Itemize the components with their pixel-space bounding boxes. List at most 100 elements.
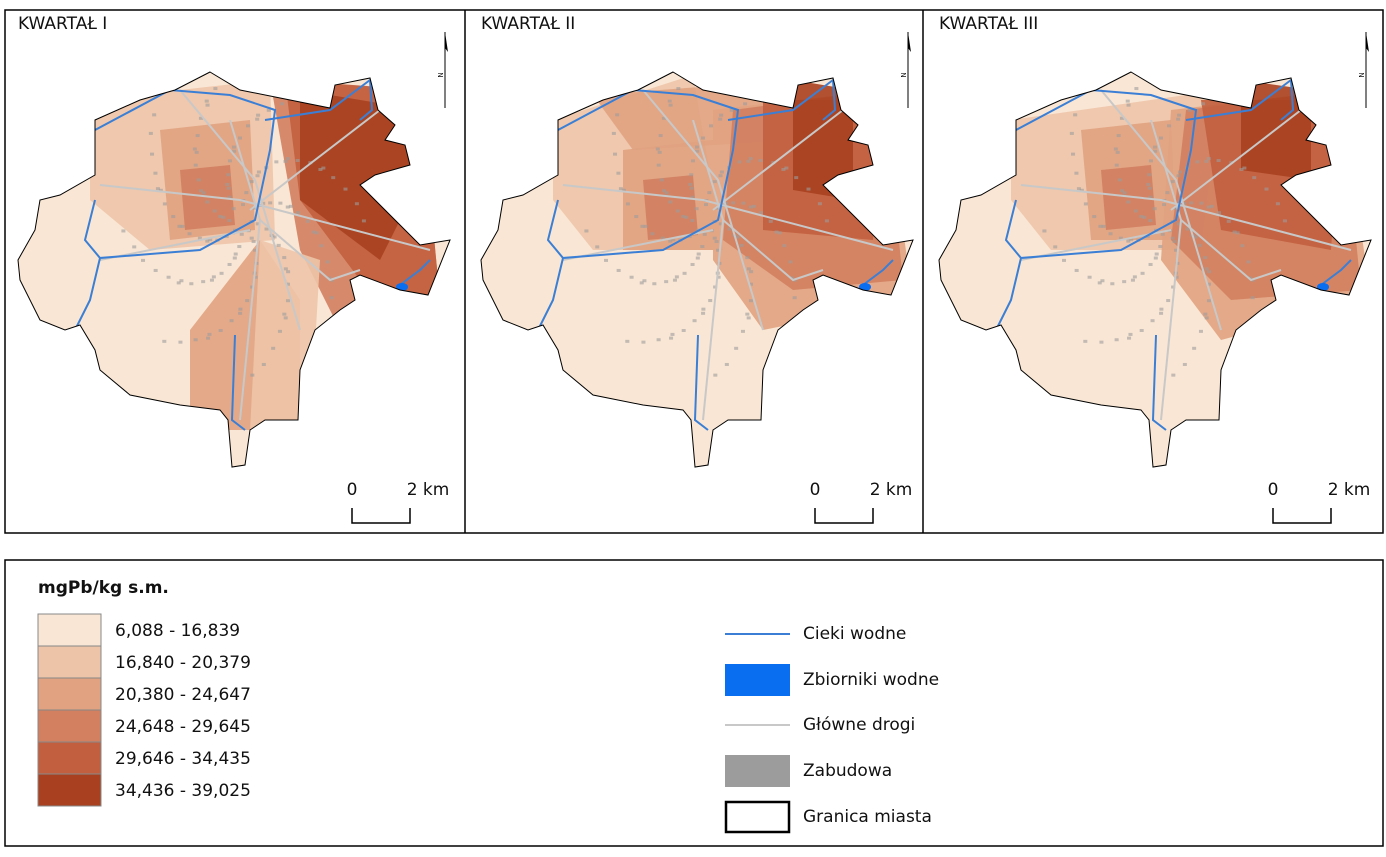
built-up: [285, 157, 290, 161]
built-up: [221, 215, 226, 219]
built-up: [1204, 267, 1209, 271]
built-up: [1113, 147, 1118, 151]
built-up: [177, 224, 182, 228]
built-up: [746, 316, 751, 320]
built-up: [141, 258, 146, 262]
built-up: [713, 285, 718, 289]
built-up: [731, 201, 736, 205]
built-up: [1235, 231, 1240, 235]
built-up: [1069, 131, 1074, 135]
built-up: [740, 329, 745, 333]
main-road: [179, 89, 301, 331]
legend-frame: [4, 559, 1384, 847]
built-up: [1158, 245, 1163, 249]
built-up: [1177, 170, 1182, 174]
built-up: [198, 116, 203, 120]
built-up: [1114, 163, 1119, 167]
built-up: [1174, 248, 1179, 252]
built-up: [695, 149, 700, 153]
map-panel: KWARTAŁ II N 0 2 km: [480, 14, 914, 524]
built-up: [1116, 134, 1121, 138]
maps-frame: [4, 9, 1384, 534]
built-up: [171, 215, 176, 219]
north-arrow-head: [908, 32, 911, 52]
panel-title: KWARTAŁ III: [939, 14, 1038, 34]
built-up: [318, 167, 323, 171]
built-up: [1062, 258, 1067, 262]
built-up: [1160, 232, 1165, 236]
built-up: [1204, 159, 1209, 163]
main-road: [1020, 184, 1352, 251]
built-up: [737, 160, 742, 164]
built-up: [662, 189, 667, 193]
built-up: [806, 187, 811, 191]
built-up: [238, 311, 243, 315]
built-up: [712, 236, 717, 240]
class-label: 6,088 - 16,839: [115, 621, 240, 641]
built-up: [686, 72, 691, 75]
built-up: [1174, 275, 1179, 279]
built-up: [1204, 316, 1209, 320]
built-up: [1192, 346, 1197, 350]
built-up: [241, 203, 246, 207]
built-up: [664, 280, 669, 284]
built-up: [1122, 280, 1127, 284]
built-up: [681, 214, 686, 218]
built-up: [719, 113, 724, 117]
built-up: [227, 159, 232, 163]
built-up: [354, 202, 359, 206]
built-up: [724, 362, 729, 366]
built-up: [701, 311, 706, 315]
city-boundary: [938, 71, 1372, 468]
built-up: [207, 332, 212, 336]
built-up: [205, 239, 210, 243]
built-up: [150, 152, 155, 156]
panel-title: KWARTAŁ II: [481, 14, 575, 34]
built-up: [1250, 296, 1255, 300]
built-up: [625, 202, 630, 206]
built-up: [1252, 176, 1257, 180]
north-label: N: [900, 72, 908, 77]
built-up: [276, 243, 281, 247]
built-up: [718, 222, 723, 226]
river: [995, 88, 1198, 331]
built-up: [268, 201, 273, 205]
built-up: [305, 219, 310, 223]
built-up: [701, 136, 706, 140]
built-up: [1126, 239, 1131, 243]
built-up: [1240, 244, 1245, 248]
built-up: [153, 268, 158, 272]
water-body: [396, 283, 408, 291]
built-up: [746, 267, 751, 271]
built-up: [1165, 191, 1170, 195]
built-up: [748, 299, 753, 303]
built-up: [162, 339, 167, 343]
built-up: [1147, 186, 1152, 190]
river: [1320, 259, 1352, 286]
built-up: [204, 99, 209, 103]
built-up: [1083, 202, 1088, 206]
built-up: [196, 178, 201, 182]
built-up: [657, 150, 662, 154]
river: [230, 334, 246, 431]
built-up: [1130, 278, 1135, 282]
built-up: [595, 245, 600, 249]
built-up: [121, 229, 126, 233]
built-up: [650, 232, 655, 236]
layer-label: Zbiorniki wodne: [803, 670, 939, 690]
built-up: [694, 145, 699, 149]
built-up: [734, 346, 739, 350]
built-up: [777, 231, 782, 235]
built-up: [1148, 262, 1153, 266]
built-up: [1182, 362, 1187, 366]
scale-start: 0: [347, 480, 358, 500]
built-up: [745, 256, 750, 260]
built-up: [195, 134, 200, 138]
built-up: [212, 209, 217, 213]
built-up: [223, 72, 228, 75]
built-up: [1142, 215, 1147, 219]
layer-symbol: [725, 755, 790, 787]
built-up: [669, 336, 674, 340]
built-up: [231, 207, 236, 211]
built-up: [155, 187, 160, 191]
